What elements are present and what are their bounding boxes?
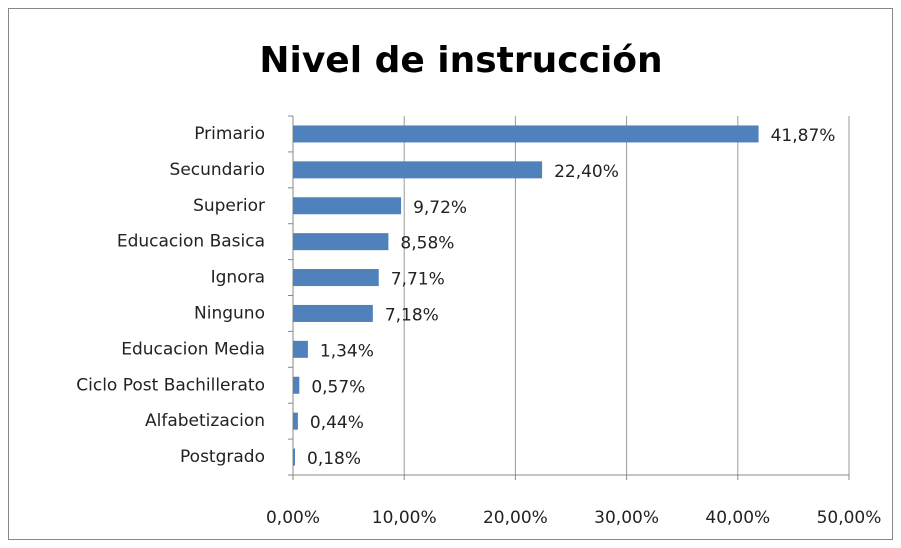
y-tick-label: Ignora xyxy=(211,268,265,288)
bar xyxy=(293,412,298,430)
y-tick-label: Ninguno xyxy=(194,303,265,323)
y-tick-label: Educacion Basica xyxy=(117,232,265,252)
chart-title: Nivel de instrucción xyxy=(259,40,662,81)
bar xyxy=(293,340,308,358)
y-tick-label: Ciclo Post Bachillerato xyxy=(76,375,265,395)
value-label: 0,18% xyxy=(307,449,361,469)
y-tick-label: Alfabetizacion xyxy=(145,411,265,431)
y-tick-label: Educacion Media xyxy=(121,339,265,359)
y-tick-label: Primario xyxy=(194,124,265,144)
bar xyxy=(293,448,296,466)
value-label: 0,44% xyxy=(310,413,364,433)
value-label: 22,40% xyxy=(554,162,619,182)
x-tick-label: 40,00% xyxy=(705,508,770,528)
value-label: 1,34% xyxy=(320,341,374,361)
value-label: 8,58% xyxy=(400,234,454,254)
value-label: 7,71% xyxy=(391,270,445,290)
x-tick-label: 10,00% xyxy=(372,508,437,528)
value-label: 0,57% xyxy=(311,377,365,397)
bar xyxy=(293,269,379,287)
x-tick-label: 50,00% xyxy=(817,508,882,528)
x-tick-label: 20,00% xyxy=(483,508,548,528)
bar xyxy=(293,161,543,179)
bar xyxy=(293,376,300,394)
x-tick-label: 0,00% xyxy=(266,508,320,528)
value-label: 7,18% xyxy=(385,305,439,325)
bar xyxy=(293,125,759,143)
y-tick-label: Postgrado xyxy=(180,447,265,467)
bar xyxy=(293,304,373,322)
bar xyxy=(293,197,402,215)
y-tick-label: Superior xyxy=(193,196,265,216)
value-label: 41,87% xyxy=(771,126,836,146)
y-tick-label: Secundario xyxy=(170,160,265,180)
x-tick-label: 30,00% xyxy=(594,508,659,528)
chart-frame xyxy=(8,8,893,540)
bar xyxy=(293,233,389,251)
value-label: 9,72% xyxy=(413,198,467,218)
